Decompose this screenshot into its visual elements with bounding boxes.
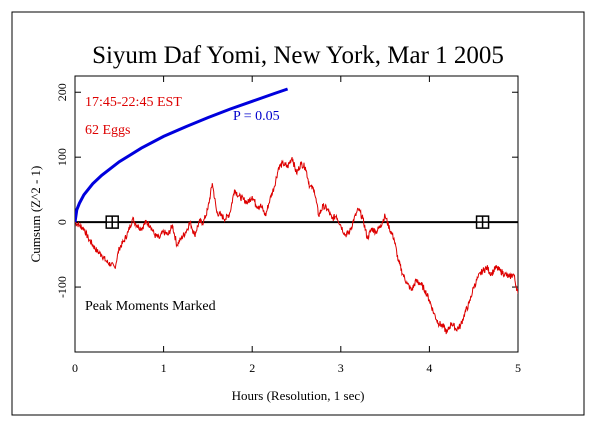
x-tick-label: 3 <box>338 361 344 375</box>
outer-frame <box>11 11 585 416</box>
plot-series-layer <box>75 87 518 335</box>
x-tick-label: 0 <box>72 361 78 375</box>
y-tick-label: 200 <box>55 83 69 101</box>
y-tick-label: -100 <box>55 276 69 298</box>
y-tick-label: 0 <box>55 219 69 225</box>
cumsum-series-line <box>75 157 518 335</box>
egg-count-label: 62 Eggs <box>85 123 131 138</box>
probability-label: P = 0.05 <box>233 109 280 124</box>
probability-envelope-line <box>75 87 289 223</box>
x-tick-label: 2 <box>249 361 255 375</box>
chart-title: Siyum Daf Yomi, New York, Mar 1 2005 <box>92 42 504 69</box>
peak-markers <box>105 215 490 229</box>
time-window-label: 17:45-22:45 EST <box>85 95 182 110</box>
y-axis-label: Cumsum (Z^2 - 1) <box>28 166 43 263</box>
x-axis: 0 1 2 3 4 5 <box>72 76 521 375</box>
x-tick-label: 1 <box>161 361 167 375</box>
x-tick-label: 5 <box>515 361 521 375</box>
x-tick-label: 4 <box>426 361 432 375</box>
x-axis-label: Hours (Resolution, 1 sec) <box>232 388 365 403</box>
peak-note-label: Peak Moments Marked <box>85 299 216 314</box>
y-tick-label: 100 <box>55 148 69 166</box>
